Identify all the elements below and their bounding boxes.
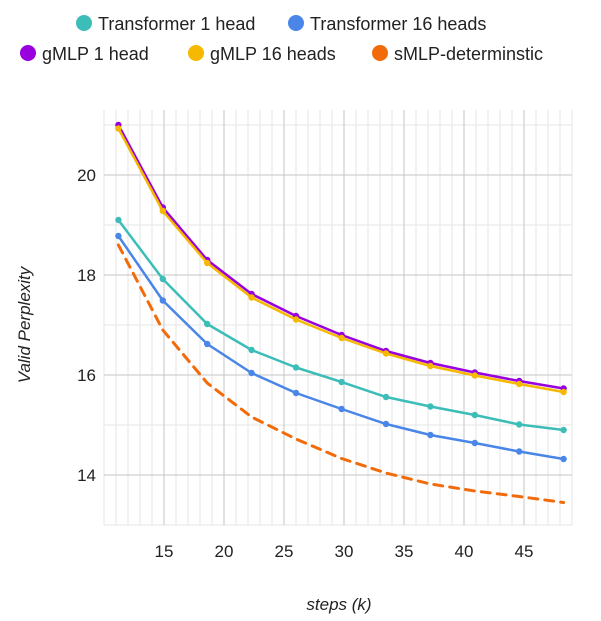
y-axis-label: Valid Perplexity: [15, 265, 34, 383]
data-point[interactable]: [471, 372, 478, 379]
data-point[interactable]: [248, 346, 255, 354]
legend-label: Transformer 16 heads: [310, 14, 486, 34]
legend-item-gmlp-16-heads[interactable]: gMLP 16 heads: [188, 44, 336, 64]
y-tick-label: 16: [77, 366, 96, 385]
data-point[interactable]: [560, 426, 567, 434]
x-tick-label: 30: [335, 542, 354, 561]
data-point[interactable]: [427, 431, 434, 439]
data-point[interactable]: [516, 421, 523, 428]
data-point[interactable]: [159, 275, 166, 283]
legend-label: sMLP-determinstic: [394, 44, 543, 64]
legend-label: gMLP 1 head: [42, 44, 149, 64]
data-point[interactable]: [516, 380, 523, 388]
data-point[interactable]: [248, 369, 255, 377]
legend-item-transformer-16-heads[interactable]: Transformer 16 heads: [288, 14, 486, 34]
data-point[interactable]: [382, 350, 390, 357]
data-point[interactable]: [204, 340, 211, 348]
data-point[interactable]: [560, 388, 567, 396]
legend-label: Transformer 1 head: [98, 14, 255, 34]
data-point[interactable]: [159, 207, 166, 215]
data-point[interactable]: [471, 411, 478, 419]
series-smlp-determinstic: [116, 243, 566, 504]
series-transformer-16-heads: [115, 232, 567, 463]
x-tick-label: 35: [395, 542, 414, 561]
data-point[interactable]: [471, 439, 478, 447]
y-tick-label: 14: [77, 466, 96, 485]
series-gmlp-16-heads: [115, 125, 567, 396]
series-line[interactable]: [117, 234, 565, 461]
legend: Transformer 1 head Transformer 16 heads …: [20, 14, 543, 64]
x-tick-label: 45: [515, 542, 534, 561]
legend-swatch: [20, 45, 36, 61]
x-tick-label: 40: [455, 542, 474, 561]
legend-swatch: [188, 45, 204, 61]
x-axis-label: steps (k): [306, 595, 371, 614]
legend-swatch: [288, 15, 304, 31]
data-point[interactable]: [204, 320, 211, 328]
data-point[interactable]: [115, 232, 122, 240]
data-point[interactable]: [292, 389, 300, 397]
legend-item-transformer-1-head[interactable]: Transformer 1 head: [76, 14, 255, 34]
x-tick-label: 15: [155, 542, 174, 561]
grid: [103, 110, 573, 526]
series-line[interactable]: [117, 123, 565, 390]
data-point[interactable]: [338, 405, 345, 413]
legend-swatch: [76, 15, 92, 31]
legend-item-smlp-determinstic[interactable]: sMLP-determinstic: [372, 44, 543, 64]
data-point[interactable]: [427, 403, 434, 410]
data-point[interactable]: [292, 364, 300, 371]
data-point[interactable]: [427, 362, 434, 370]
data-point[interactable]: [204, 259, 211, 267]
legend-label: gMLP 16 heads: [210, 44, 336, 64]
data-point[interactable]: [115, 125, 122, 132]
series-line[interactable]: [116, 243, 566, 504]
data-point[interactable]: [159, 297, 166, 304]
y-tick-label: 18: [77, 266, 96, 285]
data-point[interactable]: [338, 378, 345, 386]
data-point[interactable]: [338, 334, 345, 342]
series-gmlp-1-head: [115, 121, 567, 392]
data-point[interactable]: [292, 316, 300, 323]
series-layer: [115, 121, 567, 504]
data-point[interactable]: [516, 448, 523, 455]
data-point[interactable]: [382, 393, 390, 401]
legend-item-gmlp-1-head[interactable]: gMLP 1 head: [20, 44, 149, 64]
data-point[interactable]: [248, 294, 255, 301]
series-line[interactable]: [117, 127, 565, 394]
series-transformer-1-head: [115, 216, 567, 434]
y-tick-label: 20: [77, 166, 96, 185]
data-point[interactable]: [115, 216, 122, 224]
data-point[interactable]: [560, 455, 567, 463]
tick-labels: 15 20 25 30 35 40 45 14 16 18 20: [77, 166, 533, 561]
x-tick-label: 25: [275, 542, 294, 561]
legend-swatch: [372, 45, 388, 61]
data-point[interactable]: [382, 420, 390, 428]
x-tick-label: 20: [215, 542, 234, 561]
